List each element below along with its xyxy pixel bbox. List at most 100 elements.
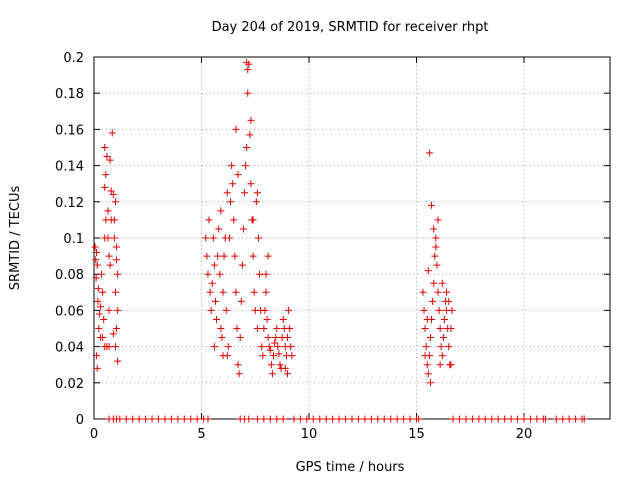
data-point — [572, 415, 580, 423]
data-point — [434, 288, 442, 296]
data-point — [425, 149, 433, 157]
data-point — [475, 415, 483, 423]
data-point — [431, 252, 439, 260]
data-point — [116, 415, 124, 423]
data-point — [270, 352, 278, 360]
data-point — [242, 162, 250, 170]
data-point — [526, 415, 534, 423]
data-point — [105, 306, 113, 314]
data-point — [93, 248, 101, 256]
data-point — [380, 415, 388, 423]
data-point — [244, 66, 252, 74]
data-point — [104, 207, 112, 215]
data-point — [488, 415, 496, 423]
data-point — [424, 370, 432, 378]
data-point — [113, 256, 121, 264]
data-point — [94, 285, 102, 293]
data-point — [445, 343, 453, 351]
y-axis-label: SRMTID / TECUs — [8, 186, 23, 291]
axis-ticks — [93, 56, 610, 420]
data-point — [438, 279, 446, 287]
data-point — [250, 288, 258, 296]
data-point — [208, 279, 216, 287]
data-point — [433, 261, 441, 269]
data-point — [99, 288, 107, 296]
data-point — [435, 306, 443, 314]
data-point — [260, 325, 268, 332]
data-point — [281, 364, 289, 372]
data-point — [374, 415, 382, 423]
y-tick-label: 0.16 — [55, 123, 84, 138]
data-point — [265, 343, 273, 351]
data-point — [243, 58, 251, 66]
data-point — [276, 361, 284, 369]
data-point — [142, 415, 150, 423]
y-tick-label: 0.2 — [63, 51, 84, 66]
data-point — [237, 297, 245, 305]
data-point — [449, 415, 457, 423]
data-point — [122, 415, 130, 423]
data-point — [456, 415, 463, 423]
data-point — [253, 189, 261, 197]
data-point — [161, 415, 169, 423]
y-tick-label: 0.18 — [55, 87, 84, 102]
data-point — [445, 297, 453, 305]
data-point — [206, 288, 214, 296]
data-point — [263, 315, 271, 323]
data-point — [274, 343, 282, 351]
data-point — [430, 225, 438, 233]
data-point — [262, 288, 270, 296]
data-point — [98, 270, 106, 278]
data-point — [235, 370, 243, 378]
y-tick-label: 0.06 — [55, 304, 84, 319]
data-point — [430, 279, 438, 287]
data-point — [93, 261, 101, 269]
data-point — [271, 339, 279, 347]
data-point — [100, 315, 108, 323]
data-point — [95, 310, 103, 318]
data-point — [279, 315, 287, 323]
data-point — [423, 315, 431, 323]
data-point — [367, 415, 375, 423]
data-point — [95, 325, 103, 332]
data-point — [565, 415, 573, 423]
data-point — [426, 379, 434, 387]
data-point — [247, 180, 255, 188]
data-point — [580, 415, 588, 423]
data-point — [114, 306, 122, 314]
data-point — [481, 415, 489, 423]
y-tick-label: 0.04 — [55, 341, 84, 356]
data-point — [335, 415, 343, 423]
data-point — [93, 352, 101, 360]
data-point — [230, 216, 238, 224]
data-point — [287, 343, 295, 351]
data-point — [262, 270, 270, 278]
data-point — [264, 252, 272, 260]
data-point — [288, 352, 296, 360]
x-tick-label: 5 — [197, 427, 205, 442]
data-point — [243, 144, 251, 151]
data-point — [109, 191, 117, 199]
x-tick-labels: 0 5 10 15 20 — [90, 427, 532, 442]
data-point — [217, 325, 225, 332]
data-point — [443, 288, 451, 296]
data-point — [393, 415, 401, 423]
data-point — [261, 306, 269, 314]
data-point — [520, 415, 528, 423]
data-point — [273, 325, 281, 332]
x-axis-label: GPS time / hours — [296, 460, 405, 475]
data-point — [342, 415, 350, 423]
data-point — [93, 364, 101, 372]
data-point — [106, 261, 114, 269]
data-point — [107, 187, 115, 195]
data-point — [96, 303, 104, 311]
data-point — [348, 415, 356, 423]
data-point — [202, 234, 210, 242]
data-point — [112, 343, 119, 351]
data-point — [256, 270, 264, 278]
data-point — [101, 183, 109, 191]
data-point — [258, 343, 266, 351]
data-point — [354, 415, 362, 423]
data-point — [99, 334, 107, 342]
